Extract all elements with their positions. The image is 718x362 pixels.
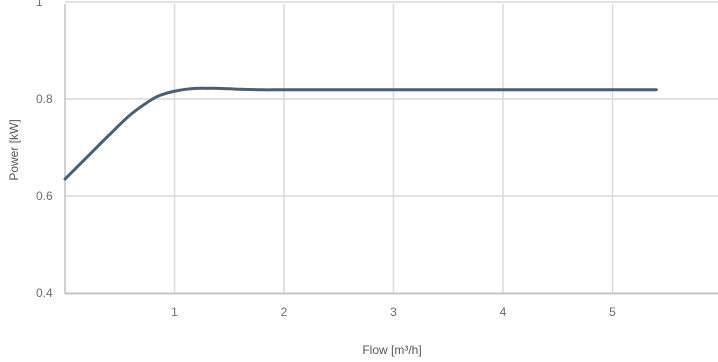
x-tick-label: 1 xyxy=(171,305,178,319)
y-tick-label: 1 xyxy=(36,0,43,9)
x-tick-label: 4 xyxy=(500,305,507,319)
grid xyxy=(64,1,718,295)
y-tick-label: 0.4 xyxy=(36,286,53,300)
tick-labels: 1234560.40.60.81 xyxy=(36,0,616,319)
x-tick-label: 2 xyxy=(281,305,288,319)
x-tick-label: 3 xyxy=(390,305,397,319)
y-tick-label: 0.8 xyxy=(36,92,53,106)
y-tick-label: 0.6 xyxy=(36,189,53,203)
y-axis-title: Power [kW] xyxy=(7,119,21,180)
series xyxy=(63,86,658,181)
x-axis-title: Flow [m³/h] xyxy=(362,343,421,357)
x-tick-label: 5 xyxy=(609,305,616,319)
power-curve-line xyxy=(63,86,658,181)
